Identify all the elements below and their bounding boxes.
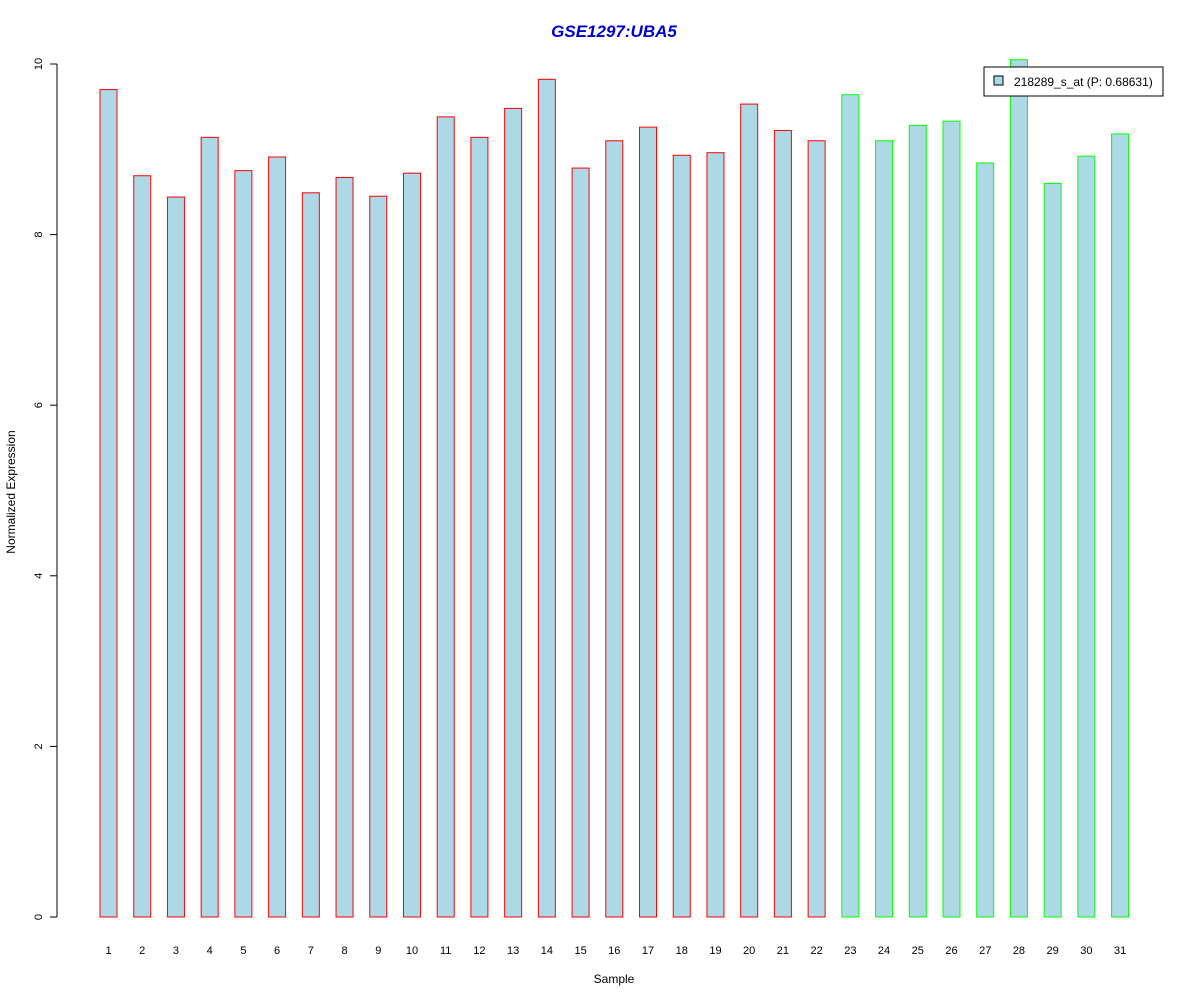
bars-group	[99, 59, 1130, 918]
bar-sample-29	[1043, 182, 1062, 918]
x-tick-label: 28	[1013, 945, 1025, 957]
y-axis-label: Normalized Expression	[4, 430, 18, 553]
bar-sample-27	[976, 162, 995, 918]
bar-sample-20	[740, 103, 759, 918]
bar-sample-31	[1111, 133, 1130, 918]
x-tick-label: 22	[810, 945, 822, 957]
bar-sample-1	[99, 89, 118, 918]
bar-sample-26	[942, 120, 961, 918]
y-tick-label: 0	[33, 914, 45, 920]
x-axis-label: Sample	[594, 972, 635, 986]
y-tick-label: 10	[33, 58, 45, 70]
x-tick-label: 1	[105, 945, 111, 957]
x-tick-label: 12	[473, 945, 485, 957]
bar-sample-13	[504, 107, 523, 918]
x-tick-label: 6	[274, 945, 280, 957]
bar-sample-11	[436, 116, 455, 918]
bar-sample-17	[639, 126, 658, 918]
x-tick-label: 21	[777, 945, 789, 957]
x-tick-label: 9	[375, 945, 381, 957]
x-tick-label: 26	[945, 945, 957, 957]
x-tick-label: 11	[440, 945, 451, 957]
x-tick-label: 25	[912, 945, 924, 957]
chart-title: GSE1297:UBA5	[551, 22, 677, 41]
x-tick-label: 17	[642, 945, 654, 957]
x-tick-label: 20	[743, 945, 755, 957]
x-tick-label: 14	[541, 945, 553, 957]
bar-sample-19	[706, 152, 725, 918]
y-tick-label: 8	[33, 232, 45, 238]
x-tick-label: 15	[574, 945, 586, 957]
x-tick-label: 23	[844, 945, 856, 957]
x-tick-label: 29	[1047, 945, 1059, 957]
x-tick-label: 3	[173, 945, 179, 957]
bar-sample-16	[605, 140, 624, 918]
bar-sample-8	[335, 176, 354, 918]
x-tick-label: 19	[709, 945, 721, 957]
bar-sample-7	[301, 192, 320, 918]
bar-sample-30	[1077, 155, 1096, 918]
x-tick-label: 8	[341, 945, 347, 957]
legend-label: 218289_s_at (P: 0.68631)	[1014, 75, 1153, 89]
y-axis: 0 2 4 6 8 10	[33, 58, 58, 920]
bar-sample-24	[875, 140, 894, 918]
y-tick-label: 4	[33, 573, 45, 579]
x-tick-label: 10	[406, 945, 418, 957]
bar-sample-4	[200, 136, 219, 918]
bar-sample-10	[402, 172, 421, 918]
bar-sample-5	[234, 170, 253, 918]
bar-sample-15	[571, 167, 590, 918]
x-tick-label: 24	[878, 945, 890, 957]
x-tick-label: 18	[676, 945, 688, 957]
legend: 218289_s_at (P: 0.68631)	[983, 66, 1164, 97]
x-tick-label: 16	[608, 945, 620, 957]
bar-sample-12	[470, 136, 489, 918]
x-tick-label: 4	[207, 945, 213, 957]
x-tick-label: 31	[1114, 945, 1126, 957]
x-tick-label: 13	[507, 945, 519, 957]
bar-sample-6	[268, 156, 287, 918]
x-tick-label: 2	[139, 945, 145, 957]
x-tick-label: 30	[1080, 945, 1092, 957]
bar-sample-28	[1009, 59, 1028, 918]
bar-sample-2	[133, 175, 152, 918]
bar-sample-23	[841, 94, 860, 918]
bar-sample-22	[807, 140, 826, 918]
bar-sample-18	[672, 154, 691, 918]
bar-sample-9	[369, 195, 388, 918]
legend-swatch	[993, 75, 1004, 86]
bar-sample-25	[908, 124, 927, 918]
x-tick-label: 27	[979, 945, 991, 957]
bar-sample-3	[166, 196, 185, 918]
bar-sample-21	[773, 130, 792, 918]
y-tick-label: 2	[33, 743, 45, 749]
legend-box	[983, 66, 1164, 97]
x-tick-labels: 1 2 3 4 5 6 7 8 9 10 11 12 13 14 15 16 17 18 19 20 21 22 23 24 2…	[105, 945, 1126, 957]
bar-sample-14	[537, 78, 556, 918]
x-tick-label: 5	[240, 945, 246, 957]
x-tick-label: 7	[308, 945, 314, 957]
y-tick-label: 6	[33, 402, 45, 408]
